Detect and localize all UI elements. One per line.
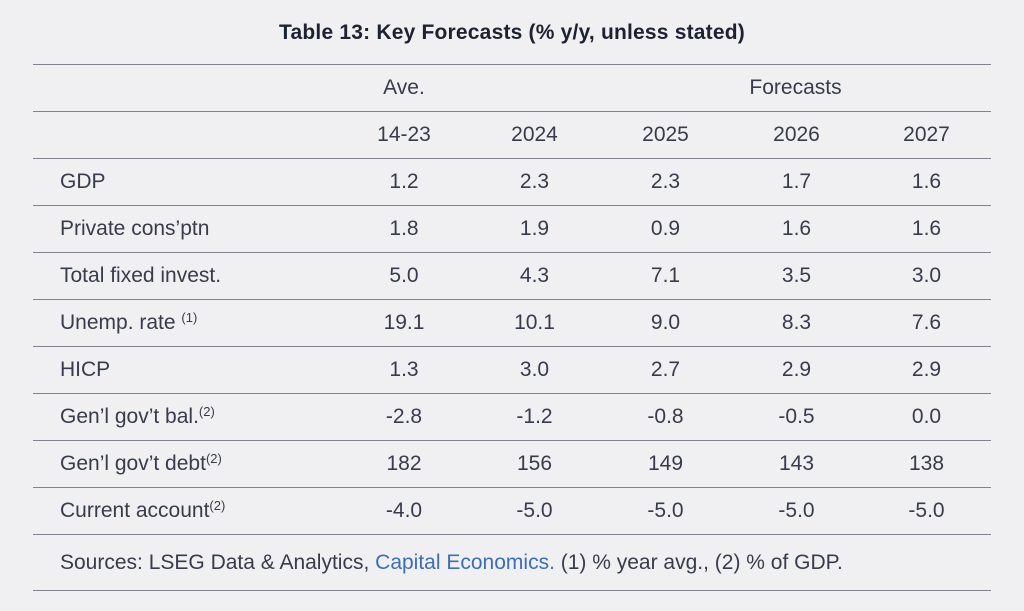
cell-value: 1.7 — [781, 170, 812, 193]
cell-value: 156 — [516, 452, 553, 475]
cell-value: 3.0 — [519, 358, 550, 381]
cell-value: 2.3 — [519, 170, 550, 193]
cell-value: 9.0 — [650, 311, 681, 334]
cell-value: -5.0 — [778, 499, 815, 522]
cell-value: -0.8 — [647, 405, 684, 428]
row-footnote-marker: (1) — [181, 310, 198, 325]
sources-cell: Sources: LSEG Data & Analytics, Capital … — [33, 535, 991, 591]
year-header-empty — [33, 112, 339, 159]
cell-value: 1.6 — [911, 217, 942, 240]
row-label-text: Gen’l gov’t bal. — [60, 405, 199, 428]
row-label: Unemp. rate (1) — [33, 300, 339, 347]
column-header-2027: 2027 — [903, 123, 950, 146]
cell-value: 138 — [908, 452, 945, 475]
table-row-general-government-debt: Gen’l gov’t debt(2) 182 156 149 143 138 — [33, 440, 991, 488]
cell-value: -5.0 — [908, 499, 945, 522]
row-label-text: Private cons’ptn — [60, 217, 210, 240]
cell-value: 2.9 — [911, 358, 942, 381]
cell-value: 2.3 — [650, 170, 681, 193]
column-header-14-23: 14-23 — [377, 123, 431, 146]
year-header-row: 14-23 2024 2025 2026 2027 — [33, 111, 991, 159]
column-header-2024: 2024 — [511, 123, 558, 146]
column-group-forecasts: Forecasts — [749, 76, 842, 99]
cell-value: 7.6 — [911, 311, 942, 334]
column-header-2025: 2025 — [642, 123, 689, 146]
cell-value: 3.0 — [911, 264, 942, 287]
table-row-total-fixed-investment: Total fixed invest. 5.0 4.3 7.1 3.5 3.0 — [33, 252, 991, 300]
column-header-2026: 2026 — [773, 123, 820, 146]
cell-value: 4.3 — [519, 264, 550, 287]
cell-value: 7.1 — [650, 264, 681, 287]
sources-text-prefix: Sources: LSEG Data & Analytics, — [60, 550, 376, 574]
group-header-empty — [33, 65, 339, 112]
cell-value: 1.3 — [389, 358, 419, 381]
row-label-text: Total fixed invest. — [60, 264, 222, 287]
cell-value: 143 — [778, 452, 815, 475]
cell-value: -5.0 — [516, 499, 553, 522]
group-header-spacer — [469, 65, 600, 112]
cell-value: -1.2 — [516, 405, 553, 428]
cell-value: 1.2 — [389, 170, 419, 193]
cell-value: -2.8 — [385, 405, 423, 428]
table-row-hicp: HICP 1.3 3.0 2.7 2.9 2.9 — [33, 346, 991, 394]
table-row-current-account: Current account(2) -4.0 -5.0 -5.0 -5.0 -… — [33, 487, 991, 535]
cell-value: 8.3 — [781, 311, 812, 334]
sources-text-suffix: (1) % year avg., (2) % of GDP. — [554, 550, 843, 574]
row-label-text: Current account — [60, 499, 210, 522]
cell-value: 3.5 — [781, 264, 812, 287]
row-label: Private cons’ptn — [33, 206, 339, 253]
row-footnote-marker: (2) — [205, 451, 222, 466]
cell-value: 2.9 — [781, 358, 812, 381]
table-row-unemployment-rate: Unemp. rate (1) 19.1 10.1 9.0 8.3 7.6 — [33, 299, 991, 347]
row-label: Gen’l gov’t bal.(2) — [33, 394, 339, 441]
row-label: Current account(2) — [33, 488, 339, 535]
row-label-text: Gen’l gov’t debt — [60, 452, 206, 475]
capital-economics-link[interactable]: Capital Economics. — [375, 550, 555, 574]
row-label-text: Unemp. rate — [60, 311, 182, 334]
column-group-ave: Ave. — [383, 76, 425, 99]
cell-value: 1.6 — [911, 170, 942, 193]
cell-value: 5.0 — [389, 264, 419, 287]
row-label: Gen’l gov’t debt(2) — [33, 441, 339, 488]
cell-value: 0.9 — [650, 217, 681, 240]
cell-value: 0.0 — [911, 405, 942, 428]
table-row-general-government-balance: Gen’l gov’t bal.(2) -2.8 -1.2 -0.8 -0.5 … — [33, 393, 991, 441]
cell-value: 1.8 — [389, 217, 419, 240]
sources-row: Sources: LSEG Data & Analytics, Capital … — [33, 534, 991, 591]
table-row-private-consumption: Private cons’ptn 1.8 1.9 0.9 1.6 1.6 — [33, 205, 991, 253]
cell-value: -0.5 — [778, 405, 815, 428]
group-header-row: Ave. Forecasts — [33, 64, 991, 112]
row-label-text: GDP — [60, 170, 106, 193]
row-label: Total fixed invest. — [33, 253, 339, 300]
row-footnote-marker: (2) — [198, 404, 215, 419]
key-forecasts-table: Ave. Forecasts 14-23 2024 2025 2026 2027… — [33, 64, 991, 591]
cell-value: -5.0 — [647, 499, 684, 522]
table-row-gdp: GDP 1.2 2.3 2.3 1.7 1.6 — [33, 158, 991, 206]
cell-value: 19.1 — [383, 311, 425, 334]
page-title: Table 13: Key Forecasts (% y/y, unless s… — [279, 21, 745, 44]
row-label: HICP — [33, 347, 339, 394]
cell-value: 2.7 — [650, 358, 681, 381]
cell-value: 1.9 — [519, 217, 550, 240]
cell-value: -4.0 — [385, 499, 423, 522]
row-label-text: HICP — [60, 358, 111, 381]
cell-value: 182 — [386, 452, 422, 475]
cell-value: 10.1 — [514, 311, 555, 334]
cell-value: 149 — [647, 452, 684, 475]
cell-value: 1.6 — [781, 217, 812, 240]
row-label: GDP — [33, 159, 339, 206]
row-footnote-marker: (2) — [209, 498, 226, 513]
